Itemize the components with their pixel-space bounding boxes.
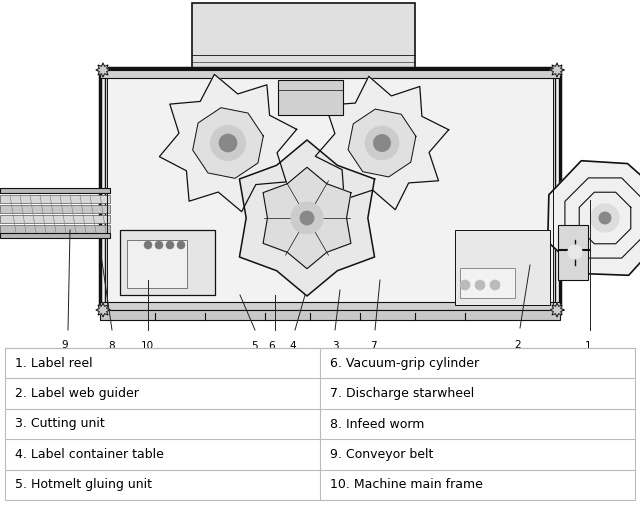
Circle shape — [166, 241, 174, 249]
Polygon shape — [316, 76, 449, 210]
Circle shape — [490, 280, 500, 290]
Circle shape — [373, 134, 390, 152]
Text: 3. Cutting unit: 3. Cutting unit — [15, 418, 105, 430]
Bar — [100, 310, 560, 320]
Circle shape — [599, 212, 611, 224]
Text: 6: 6 — [269, 341, 275, 351]
Bar — [460, 268, 515, 298]
Polygon shape — [550, 63, 564, 77]
Text: 8: 8 — [109, 341, 115, 351]
Text: 5. Hotmelt gluing unit: 5. Hotmelt gluing unit — [15, 478, 152, 491]
Text: 6. Vacuum-grip cylinder: 6. Vacuum-grip cylinder — [330, 357, 479, 370]
Bar — [192, 3, 415, 68]
Polygon shape — [348, 109, 416, 177]
Bar — [5, 348, 635, 500]
Circle shape — [144, 241, 152, 249]
Circle shape — [365, 126, 399, 160]
Polygon shape — [239, 140, 374, 296]
Bar — [100, 70, 560, 78]
Text: 9. Conveyor belt: 9. Conveyor belt — [330, 448, 433, 461]
Circle shape — [460, 280, 470, 290]
Circle shape — [300, 211, 314, 225]
Text: 9: 9 — [61, 340, 68, 350]
Text: 2. Label web guider: 2. Label web guider — [15, 387, 139, 400]
Text: 10: 10 — [140, 341, 154, 351]
Bar — [100, 302, 560, 310]
Text: 3: 3 — [332, 341, 339, 351]
Text: 5: 5 — [252, 341, 259, 351]
Text: 4. Label container table: 4. Label container table — [15, 448, 164, 461]
Circle shape — [568, 245, 582, 259]
Text: 10. Machine main frame: 10. Machine main frame — [330, 478, 483, 491]
Polygon shape — [263, 167, 351, 269]
Circle shape — [155, 241, 163, 249]
Bar — [0, 233, 110, 238]
Polygon shape — [548, 161, 640, 275]
Polygon shape — [96, 303, 110, 317]
Bar — [0, 188, 110, 193]
Circle shape — [219, 134, 237, 152]
Circle shape — [475, 280, 485, 290]
Bar — [105, 73, 555, 307]
Polygon shape — [159, 74, 297, 212]
Circle shape — [291, 202, 323, 234]
Text: 7: 7 — [370, 341, 376, 351]
Bar — [127, 240, 187, 288]
Bar — [0, 195, 110, 203]
Circle shape — [591, 204, 619, 232]
Circle shape — [177, 241, 185, 249]
Text: 2: 2 — [515, 340, 522, 350]
Polygon shape — [193, 108, 263, 178]
Circle shape — [211, 126, 246, 161]
Text: 4: 4 — [290, 341, 296, 351]
Text: 7. Discharge starwheel: 7. Discharge starwheel — [330, 387, 474, 400]
Bar — [102, 69, 558, 311]
Polygon shape — [550, 303, 564, 317]
Text: 8. Infeed worm: 8. Infeed worm — [330, 418, 424, 430]
Polygon shape — [96, 63, 110, 77]
Bar — [278, 80, 343, 115]
Bar — [0, 0, 640, 330]
Text: 1: 1 — [585, 341, 591, 351]
Bar — [120, 230, 215, 295]
Bar — [100, 68, 560, 312]
Bar — [0, 215, 110, 223]
Text: 1. Label reel: 1. Label reel — [15, 357, 93, 370]
Bar — [558, 225, 588, 280]
Bar — [0, 205, 110, 213]
Bar — [455, 230, 550, 305]
Bar — [0, 225, 110, 233]
